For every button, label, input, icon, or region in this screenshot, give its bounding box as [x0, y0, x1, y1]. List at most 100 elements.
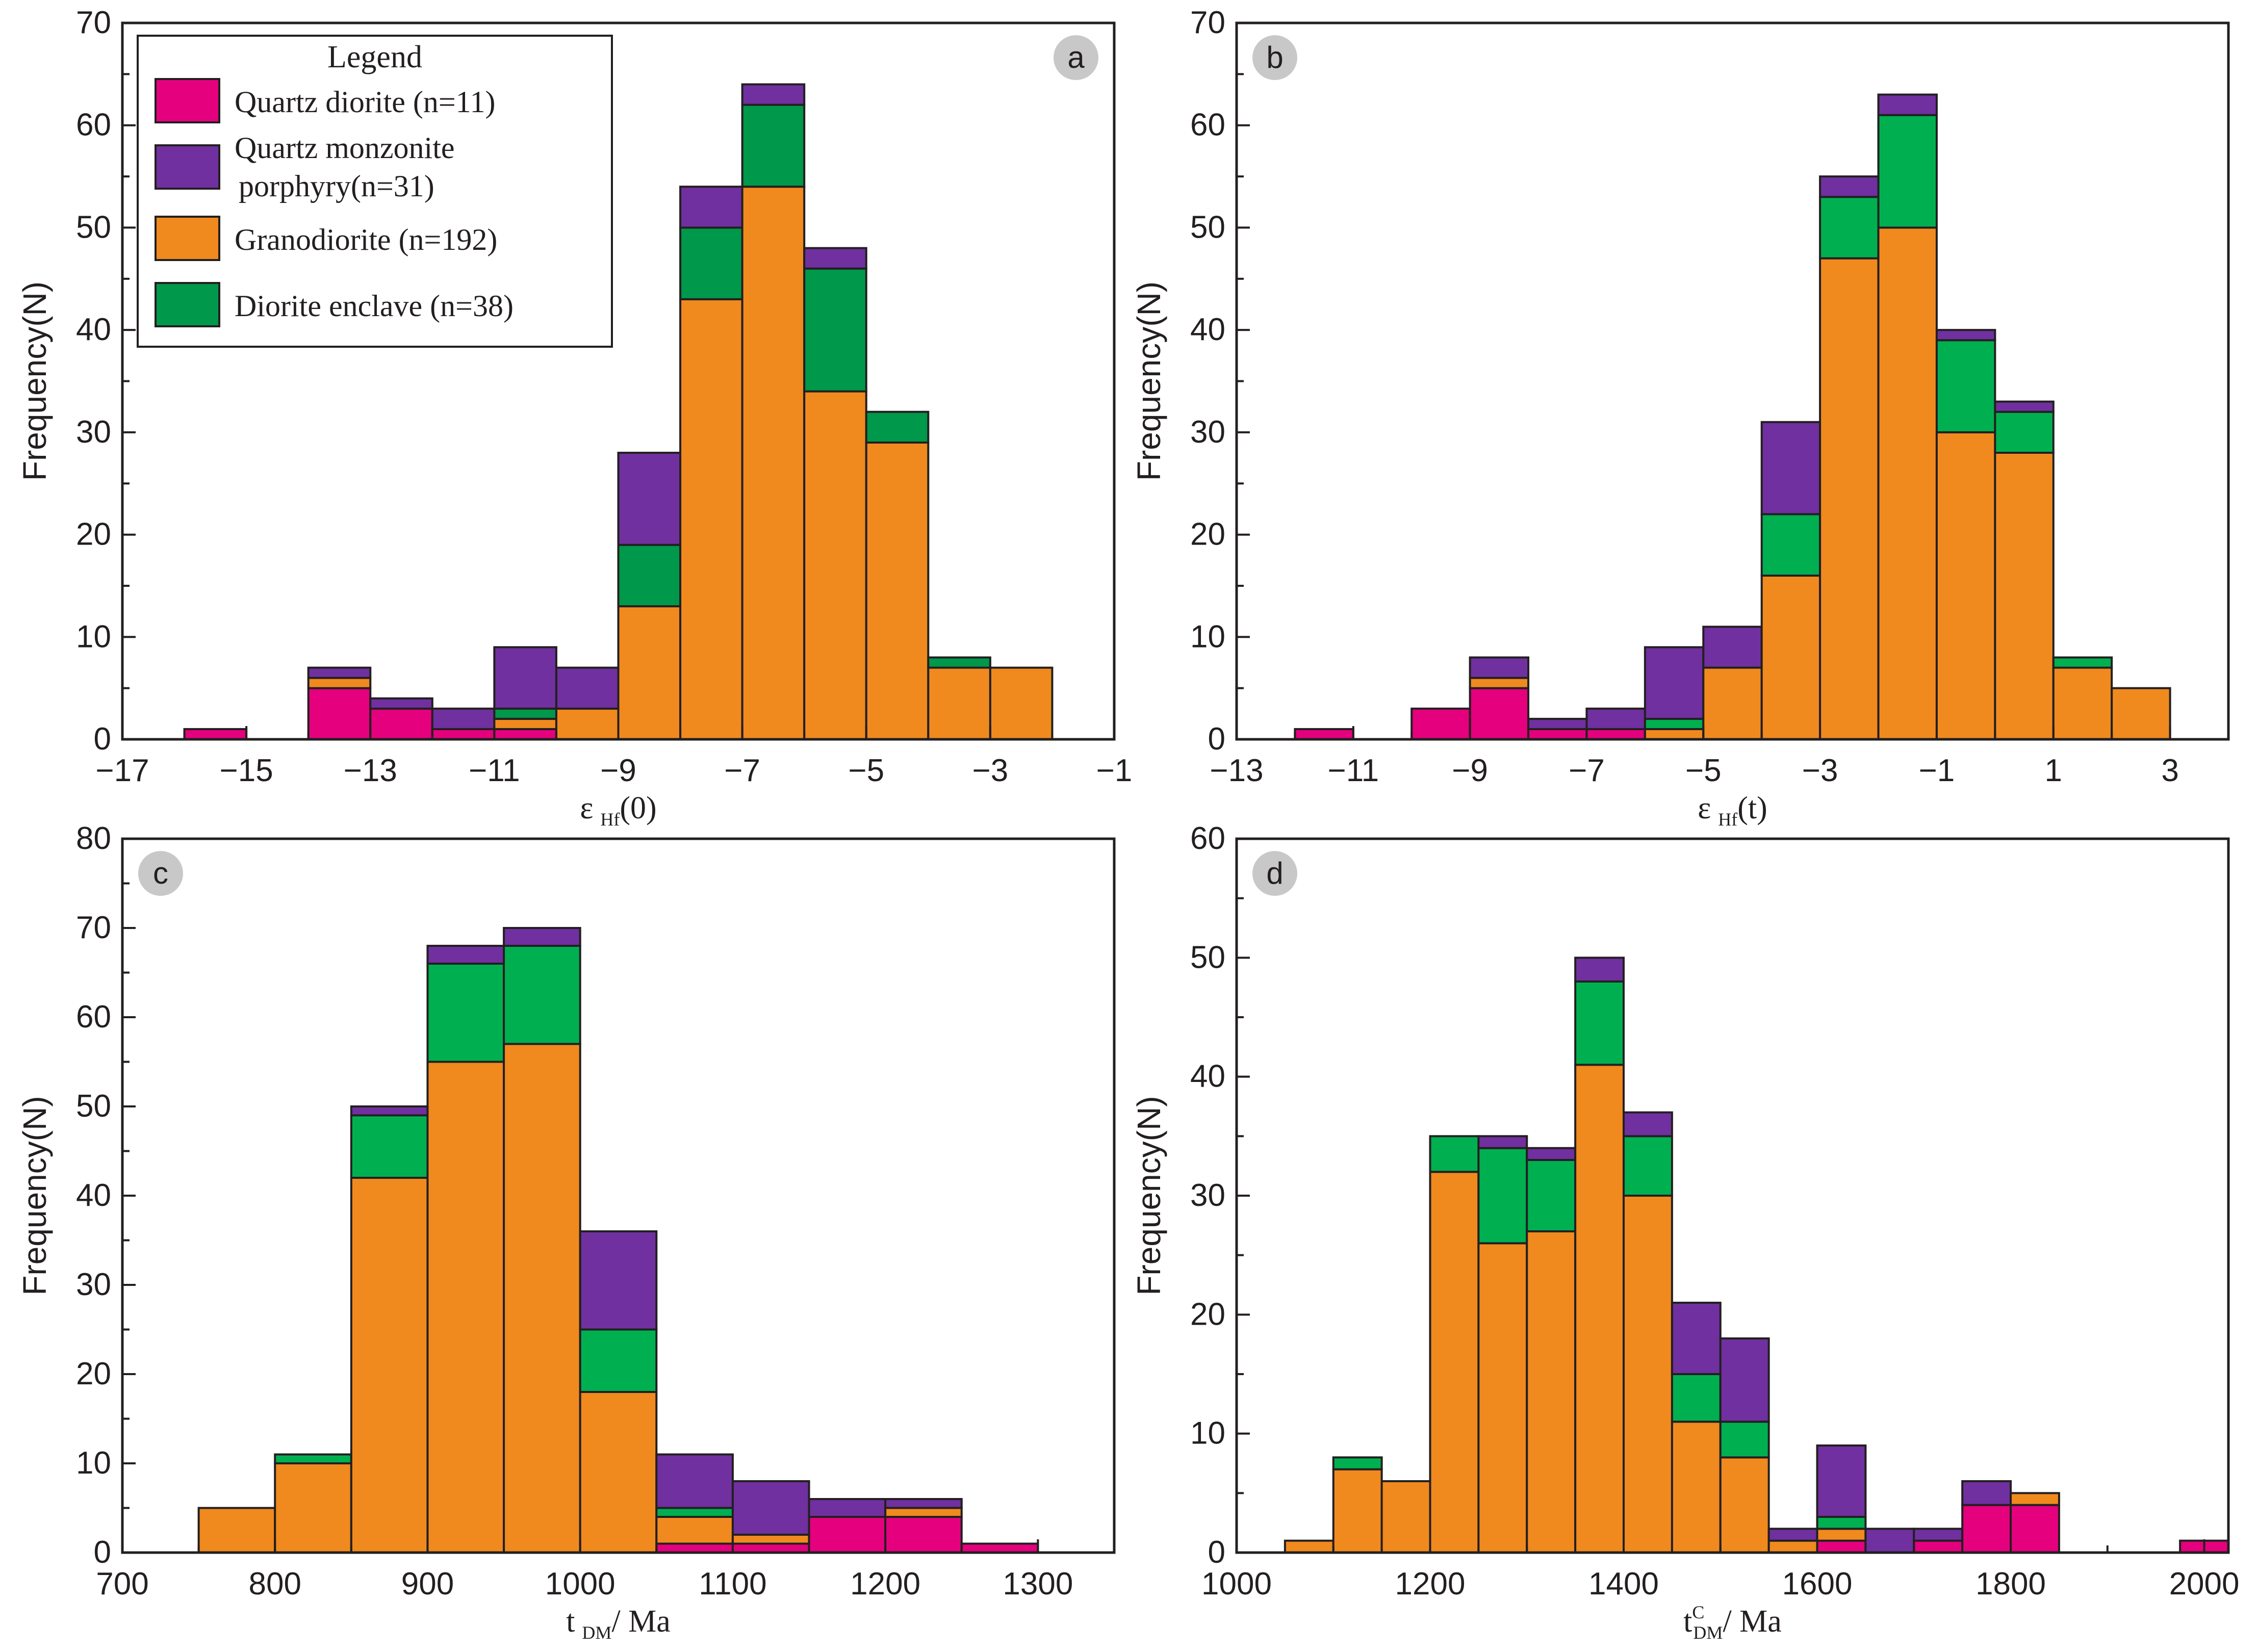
ytick-label-b: 60	[1190, 108, 1225, 143]
bar-b-7-granodiorite	[1760, 574, 1821, 741]
panel-letter-d: d	[1266, 856, 1283, 890]
bar-d-0-granodiorite	[1284, 1539, 1335, 1554]
panel-letter-b: b	[1266, 40, 1283, 74]
bar-c-4-diorite-enclave	[503, 945, 581, 1045]
xtick-label-b: −9	[1452, 753, 1488, 788]
bar-a-12-granodiorite	[989, 666, 1054, 740]
ytick-label-d: 30	[1190, 1178, 1225, 1213]
bar-b-8-granodiorite	[1819, 257, 1880, 740]
bar-b-13-granodiorite	[2111, 687, 2171, 740]
bar-b-4-quartz-diorite	[1585, 728, 1646, 741]
ylabel-d: Frequency(N)	[1131, 1096, 1167, 1295]
bar-c-1-granodiorite	[274, 1462, 352, 1554]
legend-swatch-2	[155, 216, 220, 261]
ytick-label-b: 10	[1190, 619, 1225, 654]
panel-badge-d	[1252, 851, 1297, 896]
bar-a-11-diorite-enclave	[927, 656, 991, 669]
bar-a-4-quartz-monzonite	[493, 646, 557, 710]
xlabel-c: t DM/ Ma	[566, 1604, 671, 1643]
xtick-label-b: 3	[2161, 753, 2178, 788]
bar-d-10-quartz-monzonite	[1767, 1528, 1818, 1542]
bar-b-12-diorite-enclave	[2052, 656, 2113, 669]
ytick-label-a: 70	[76, 5, 111, 40]
bar-a-7-granodiorite	[679, 298, 743, 740]
xtick-label-a: −5	[848, 753, 884, 788]
bar-d-9-diorite-enclave	[1719, 1421, 1770, 1459]
bar-a-0-quartz-diorite	[183, 728, 248, 741]
ytick-label-b: 40	[1190, 312, 1225, 347]
bar-b-3-quartz-monzonite	[1527, 717, 1588, 730]
ytick-label-b: 50	[1190, 210, 1225, 245]
bar-c-4-quartz-monzonite	[503, 927, 581, 947]
ytick-label-c: 40	[76, 1178, 111, 1213]
bar-b-9-quartz-monzonite	[1877, 93, 1938, 116]
bar-d-11-granodiorite	[1816, 1528, 1867, 1542]
bar-a-3-quartz-monzonite	[431, 707, 496, 730]
ytick-label-d: 50	[1190, 940, 1225, 975]
ytick-label-a: 10	[76, 619, 111, 654]
bar-b-4-quartz-monzonite	[1585, 707, 1646, 730]
ytick-label-a: 50	[76, 210, 111, 245]
bar-a-8-diorite-enclave	[741, 104, 806, 188]
xtick-label-a: −13	[344, 753, 397, 788]
bar-b-7-quartz-monzonite	[1760, 421, 1821, 515]
bar-c-2-diorite-enclave	[350, 1114, 429, 1179]
xtick-label-a: −9	[600, 753, 636, 788]
bar-a-1-quartz-monzonite	[307, 666, 372, 679]
bar-c-9-quartz-monzonite	[884, 1498, 963, 1509]
xtick-label-a: −15	[220, 753, 273, 788]
panel-badge-b	[1252, 35, 1297, 80]
panel-c: 0 10 20 30 40 50 60 70 80 700 800 900 1000 1100 1200 13…	[16, 821, 1116, 1643]
bar-a-2-quartz-monzonite	[369, 697, 433, 710]
bar-b-0-quartz-diorite	[1294, 728, 1354, 741]
ytick-label-d: 10	[1190, 1416, 1225, 1451]
bar-b-11-quartz-monzonite	[1994, 400, 2055, 413]
ytick-label-a: 0	[94, 721, 111, 757]
panel-a: 0 10 20 30 40 50 60 70 −17 −15 −13 −11 −9 −7 −5 −3 −1 Fre…	[16, 5, 1132, 830]
bar-c-8-quartz-diorite	[808, 1516, 887, 1554]
xtick-label-a: −17	[95, 753, 149, 788]
ytick-label-d: 60	[1190, 821, 1225, 856]
bar-d-15-granodiorite	[2010, 1492, 2060, 1506]
xlabel-a: ε Hf(0)	[580, 791, 656, 830]
bar-b-2-quartz-monzonite	[1469, 656, 1530, 679]
bar-b-2-granodiorite	[1469, 677, 1530, 689]
bar-c-0-granodiorite	[197, 1507, 276, 1554]
bar-b-5-diorite-enclave	[1644, 717, 1705, 730]
bar-b-11-diorite-enclave	[1994, 410, 2055, 454]
bar-d-11-quartz-monzonite	[1816, 1444, 1867, 1518]
ytick-label-b: 0	[1208, 721, 1225, 757]
bar-b-5-quartz-monzonite	[1644, 646, 1705, 720]
bar-d-13-quartz-monzonite	[1913, 1528, 1964, 1542]
bar-c-4-granodiorite	[503, 1043, 581, 1554]
bar-c-2-quartz-monzonite	[350, 1105, 429, 1117]
ytick-label-a: 20	[76, 517, 111, 552]
bar-b-12-granodiorite	[2052, 666, 2113, 740]
ytick-label-a: 40	[76, 312, 111, 347]
ytick-label-d: 20	[1190, 1297, 1225, 1332]
bar-c-6-granodiorite	[655, 1516, 734, 1545]
xtick-label-a: −1	[1096, 753, 1133, 788]
bar-d-5-granodiorite	[1526, 1230, 1577, 1554]
ylabel-c: Frequency(N)	[16, 1096, 53, 1295]
bar-d-10-granodiorite	[1767, 1539, 1818, 1554]
ytick-label-d: 0	[1208, 1535, 1225, 1570]
bar-d-11-quartz-diorite	[1816, 1539, 1867, 1554]
xtick-label-a: −11	[469, 753, 520, 788]
bar-a-11-granodiorite	[927, 666, 991, 740]
bar-a-10-granodiorite	[865, 441, 930, 740]
xtick-label-b: −1	[1919, 753, 1955, 788]
bar-b-8-quartz-monzonite	[1819, 175, 1880, 198]
bar-a-9-quartz-monzonite	[803, 247, 867, 270]
legend-label-3: Diorite enclave (n=38)	[235, 289, 514, 323]
bar-d-15-quartz-diorite	[2010, 1504, 2060, 1554]
bar-c-5-diorite-enclave	[579, 1328, 658, 1393]
bar-d-9-quartz-monzonite	[1719, 1337, 1770, 1423]
bar-d-6-diorite-enclave	[1574, 980, 1625, 1066]
bar-d-8-diorite-enclave	[1671, 1373, 1722, 1423]
xtick-label-c: 1300	[1003, 1566, 1073, 1602]
bar-a-7-diorite-enclave	[679, 226, 743, 300]
bar-d-4-granodiorite	[1477, 1242, 1528, 1554]
bar-a-1-quartz-diorite	[307, 687, 372, 740]
bar-d-5-quartz-monzonite	[1526, 1147, 1577, 1161]
